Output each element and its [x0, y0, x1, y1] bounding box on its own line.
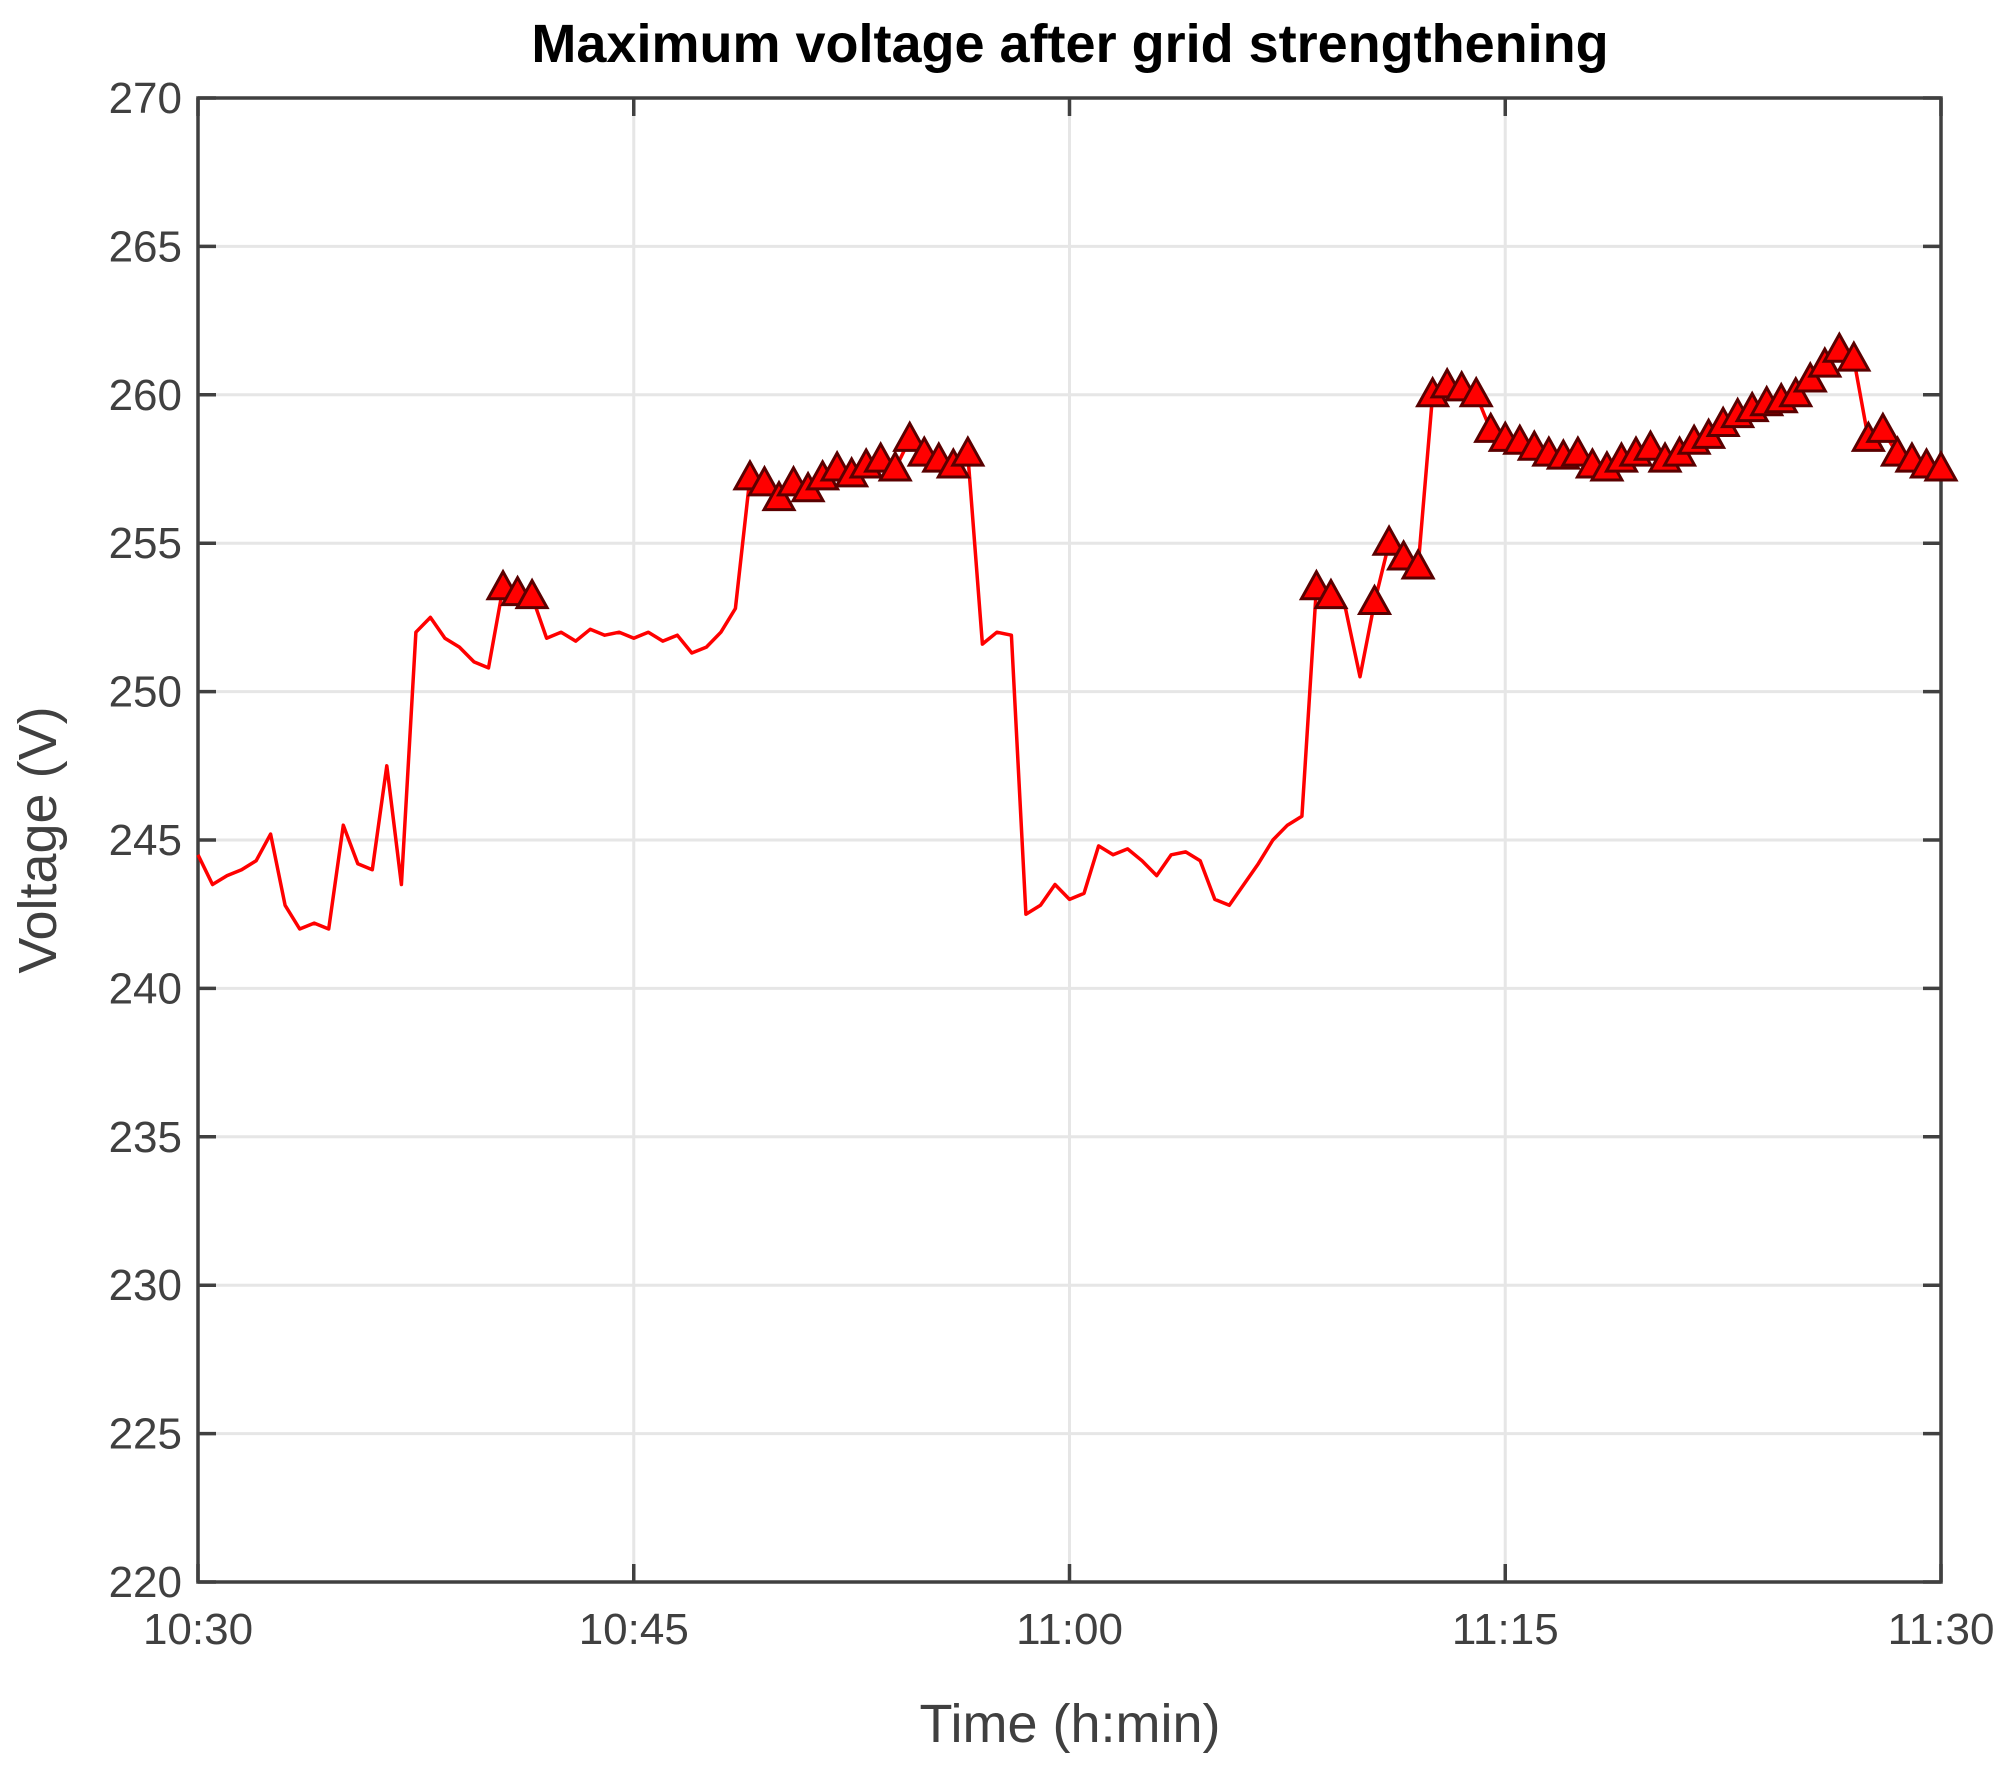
axis-ticks: 220 225 230 235 240 245 250 255 260 265 270 10:30 10… [109, 74, 1995, 1654]
data-point-marker [892, 420, 928, 452]
data-point-marker [1865, 411, 1901, 443]
y-tick-label: 230 [109, 1261, 182, 1310]
y-tick-label: 245 [109, 816, 182, 865]
data-point-marker [1371, 524, 1407, 556]
chart-title: Maximum voltage after grid strengthening [531, 14, 1608, 74]
x-axis-label: Time (h:min) [919, 1694, 1220, 1754]
y-tick-label: 240 [109, 964, 182, 1013]
marker-layer [485, 331, 1959, 616]
y-tick-label: 255 [109, 519, 182, 568]
data-point-marker [1400, 547, 1436, 580]
y-tick-label: 260 [109, 371, 182, 420]
y-tick-label: 270 [109, 74, 182, 123]
y-tick-label: 225 [109, 1410, 182, 1459]
x-tick-label: 11:00 [1016, 1605, 1123, 1654]
data-point-marker [1313, 577, 1349, 610]
y-tick-label: 265 [109, 222, 182, 271]
y-axis-label: Voltage (V) [8, 706, 68, 973]
data-point-marker [1632, 429, 1669, 461]
data-point-marker [1560, 435, 1596, 467]
data-point-marker [1458, 375, 1494, 408]
data-point-marker [877, 449, 913, 482]
data-point-marker [1356, 583, 1393, 616]
data-point-marker [950, 435, 986, 467]
data-point-marker [746, 464, 783, 497]
x-tick-label: 11:30 [1888, 1605, 1995, 1654]
x-tick-label: 10:30 [143, 1605, 253, 1654]
x-tick-label: 10:45 [579, 1605, 689, 1654]
data-point-marker [1836, 340, 1872, 372]
y-tick-label: 250 [109, 668, 182, 717]
y-tick-label: 235 [109, 1113, 182, 1162]
y-tick-label: 220 [109, 1558, 182, 1607]
data-point-marker [1923, 449, 1959, 482]
data-point-marker [514, 577, 550, 610]
x-tick-label: 11:15 [1452, 1605, 1559, 1654]
